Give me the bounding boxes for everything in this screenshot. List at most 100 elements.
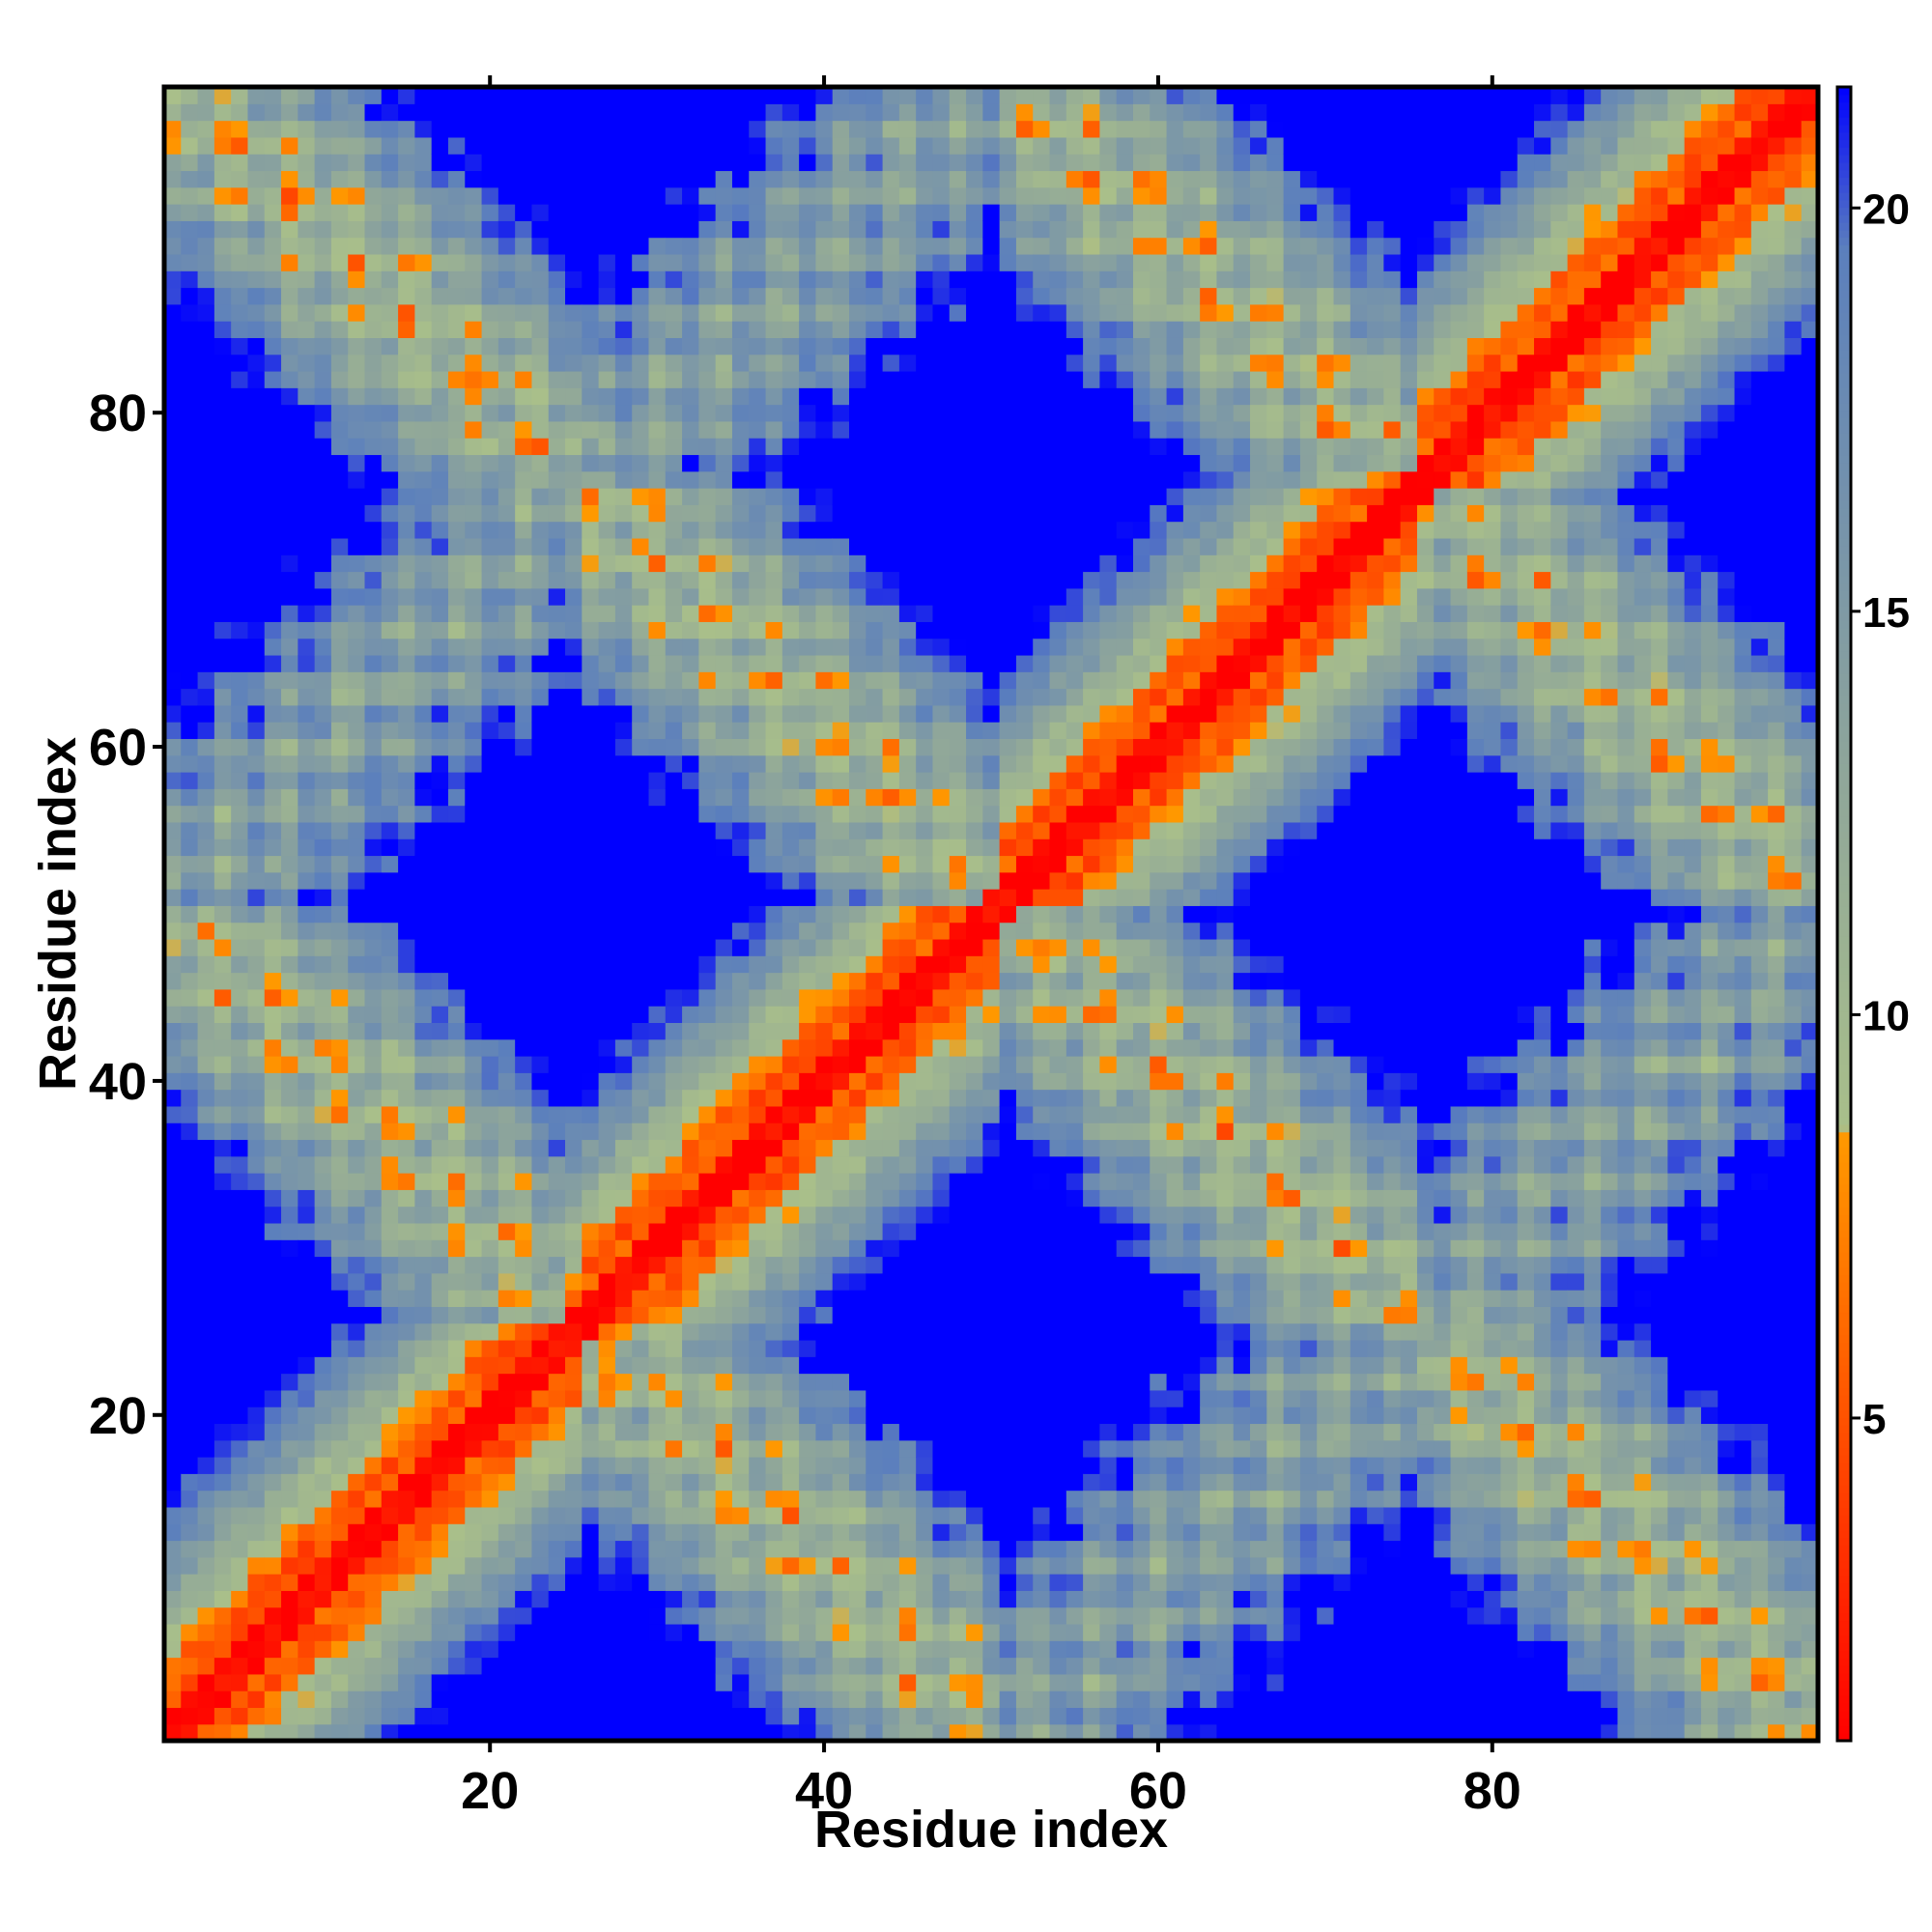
heatmap-cell bbox=[164, 955, 182, 974]
heatmap-cell bbox=[247, 1723, 266, 1742]
heatmap-cell bbox=[197, 1189, 215, 1208]
heatmap-cell bbox=[314, 1022, 332, 1040]
heatmap-cell bbox=[465, 1356, 483, 1375]
heatmap-cell bbox=[832, 370, 850, 388]
heatmap-cell bbox=[866, 1173, 884, 1190]
heatmap-cell bbox=[949, 1723, 967, 1742]
heatmap-cell bbox=[966, 253, 983, 271]
heatmap-cell bbox=[898, 838, 917, 857]
heatmap-cell bbox=[447, 1239, 466, 1258]
heatmap-cell bbox=[582, 1556, 600, 1575]
heatmap-cell bbox=[614, 1389, 633, 1407]
heatmap-cell bbox=[582, 587, 600, 606]
heatmap-cell bbox=[314, 186, 332, 205]
heatmap-cell bbox=[465, 688, 483, 706]
heatmap-cell bbox=[264, 387, 282, 406]
heatmap-cell bbox=[966, 972, 983, 990]
heatmap-cell bbox=[497, 270, 516, 289]
heatmap-cell bbox=[949, 521, 967, 539]
heatmap-cell bbox=[882, 889, 900, 906]
heatmap-cell bbox=[414, 1272, 433, 1291]
heatmap-cell bbox=[932, 303, 951, 322]
heatmap-cell bbox=[715, 370, 733, 388]
heatmap-cell bbox=[247, 1105, 266, 1123]
heatmap-cell bbox=[632, 1690, 650, 1709]
heatmap-cell bbox=[682, 738, 699, 756]
heatmap-cell bbox=[314, 154, 332, 172]
heatmap-cell bbox=[247, 722, 266, 740]
heatmap-cell bbox=[381, 136, 399, 155]
heatmap-cell bbox=[614, 1473, 633, 1492]
heatmap-cell bbox=[330, 587, 349, 606]
heatmap-cell bbox=[497, 1473, 516, 1492]
heatmap-cell bbox=[648, 688, 667, 706]
heatmap-cell bbox=[281, 1490, 298, 1508]
heatmap-cell bbox=[515, 1173, 533, 1190]
heatmap-cell bbox=[815, 488, 834, 505]
heatmap-cell bbox=[781, 1640, 800, 1659]
heatmap-cell bbox=[932, 470, 951, 489]
heatmap-cell bbox=[548, 688, 566, 706]
heatmap-cell bbox=[832, 354, 850, 372]
heatmap-cell bbox=[515, 1673, 533, 1691]
heatmap-cell bbox=[932, 370, 951, 388]
heatmap-cell bbox=[213, 488, 232, 505]
heatmap-cell bbox=[849, 170, 867, 188]
heatmap-cell bbox=[381, 1389, 399, 1407]
heatmap-cell bbox=[949, 905, 967, 923]
heatmap-cell bbox=[515, 1239, 533, 1258]
heatmap-cell bbox=[799, 1523, 817, 1542]
heatmap-cell bbox=[731, 1457, 750, 1474]
heatmap-cell bbox=[447, 688, 466, 706]
heatmap-cell bbox=[447, 253, 466, 271]
heatmap-cell bbox=[497, 1623, 516, 1641]
heatmap-cell bbox=[197, 988, 215, 1007]
heatmap-cell bbox=[298, 1707, 316, 1725]
heatmap-cell bbox=[398, 1322, 415, 1341]
heatmap-cell bbox=[682, 571, 699, 589]
heatmap-cell bbox=[582, 738, 600, 756]
heatmap-cell bbox=[515, 253, 533, 271]
heatmap-cell bbox=[765, 938, 783, 956]
heatmap-cell bbox=[565, 722, 582, 740]
heatmap-cell bbox=[548, 1423, 566, 1441]
heatmap-cell bbox=[749, 1272, 767, 1291]
heatmap-cell bbox=[932, 186, 951, 205]
heatmap-cell bbox=[565, 972, 582, 990]
heatmap-cell bbox=[882, 1523, 900, 1542]
heatmap-cell bbox=[281, 1690, 298, 1709]
heatmap-cell bbox=[749, 1290, 767, 1307]
heatmap-cell bbox=[398, 1606, 415, 1625]
heatmap-cell bbox=[298, 87, 316, 104]
heatmap-cell bbox=[582, 821, 600, 839]
heatmap-cell bbox=[799, 922, 817, 940]
heatmap-cell bbox=[515, 1122, 533, 1141]
heatmap-cell bbox=[781, 955, 800, 974]
heatmap-cell bbox=[781, 321, 800, 338]
heatmap-cell bbox=[414, 136, 433, 155]
heatmap-cell bbox=[164, 1473, 182, 1492]
heatmap-cell bbox=[364, 1122, 383, 1141]
heatmap-cell bbox=[231, 1322, 249, 1341]
heatmap-cell bbox=[197, 220, 215, 239]
heatmap-cell bbox=[314, 1139, 332, 1157]
heatmap-cell bbox=[781, 387, 800, 406]
heatmap-cell bbox=[999, 1423, 1017, 1441]
heatmap-cell bbox=[614, 1239, 633, 1258]
heatmap-cell bbox=[665, 1373, 683, 1391]
heatmap-cell bbox=[781, 1506, 800, 1524]
heatmap-cell bbox=[565, 303, 582, 322]
heatmap-cell bbox=[765, 537, 783, 555]
heatmap-cell bbox=[497, 587, 516, 606]
heatmap-cell bbox=[898, 470, 917, 489]
heatmap-cell bbox=[966, 1590, 983, 1608]
heatmap-cell bbox=[213, 1523, 232, 1542]
heatmap-cell bbox=[898, 1723, 917, 1742]
heatmap-cell bbox=[548, 587, 566, 606]
heatmap-cell bbox=[381, 1173, 399, 1190]
heatmap-cell bbox=[614, 1423, 633, 1441]
heatmap-cell bbox=[213, 855, 232, 873]
heatmap-cell bbox=[348, 855, 366, 873]
heatmap-cell bbox=[548, 1022, 566, 1040]
heatmap-cell bbox=[213, 722, 232, 740]
